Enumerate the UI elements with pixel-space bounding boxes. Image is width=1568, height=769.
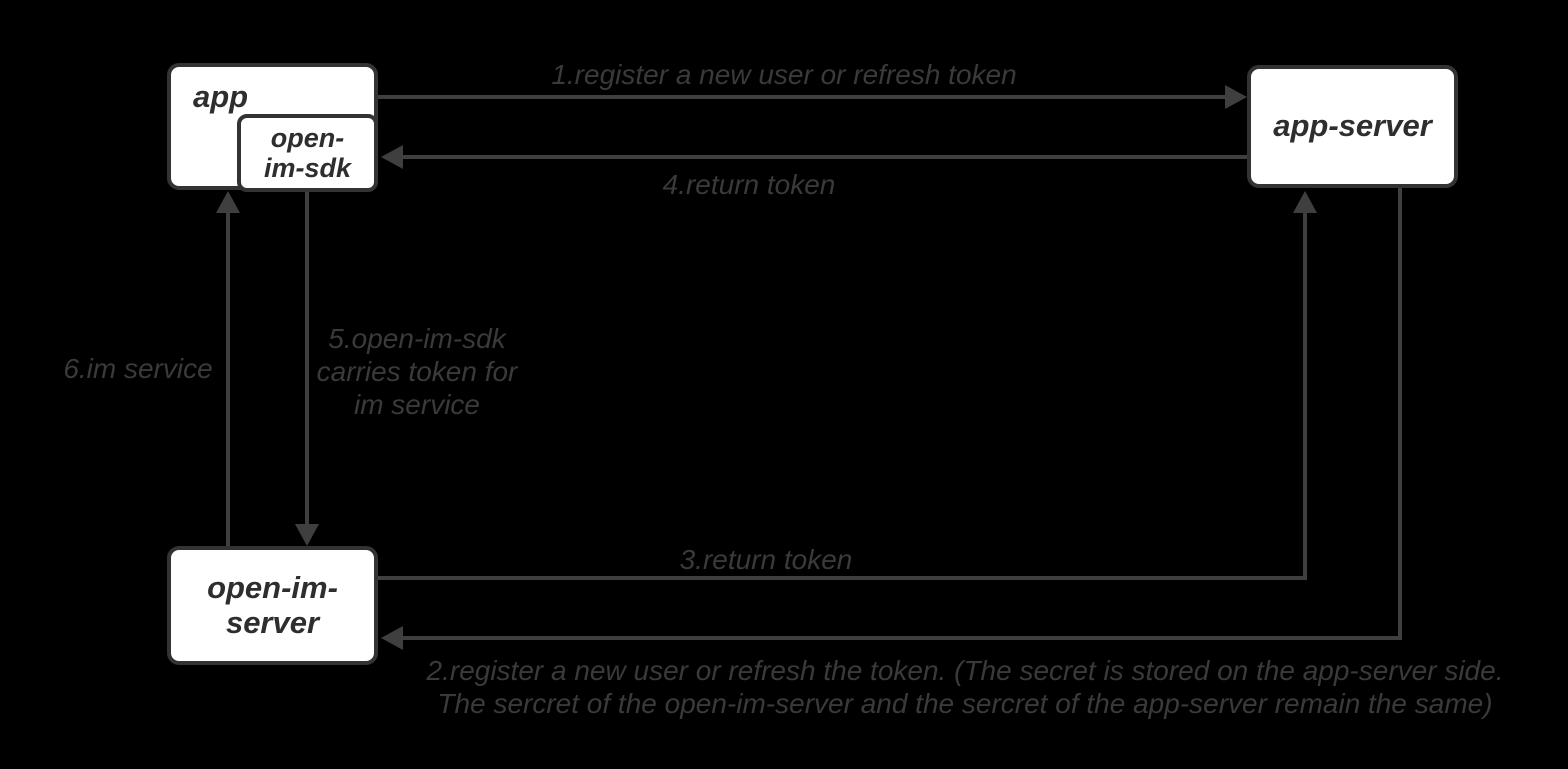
edge-1-label: 1.register a new user or refresh token (551, 59, 1017, 90)
arrow-left-icon (381, 145, 403, 169)
arrow-up-icon (216, 191, 240, 213)
edge-5-label-line2: carries token for (316, 356, 518, 388)
node-app-server-label: app-server (1273, 108, 1432, 144)
node-app-label: app (193, 79, 249, 114)
node-open-im-sdk-label-line2: im-sdk (263, 153, 352, 183)
arrow-up-icon (1293, 191, 1317, 213)
edge-3-label: 3.return token (679, 544, 853, 575)
node-open-im-sdk-label: open- im-sdk (241, 118, 374, 188)
edge-5-label-line3: im service (353, 389, 480, 421)
node-open-im-server-label-line2: server (225, 604, 320, 640)
edge-2-label-line2: The sercret of the open-im-server and th… (437, 688, 1493, 720)
node-open-im-server: open-im- server (167, 546, 378, 665)
edge-6-line (226, 211, 230, 546)
node-open-im-server-label: open-im- server (171, 550, 374, 661)
node-open-im-sdk-label-line1: open- (270, 122, 345, 153)
edge-2-label-line1: 2.register a new user or refresh the tok… (426, 655, 1504, 686)
arrow-right-icon (1225, 85, 1247, 109)
node-open-im-server-label-line1: open-im- (207, 569, 338, 605)
edge-5-line (305, 192, 309, 526)
edge-4-line (400, 155, 1247, 159)
edge-1-line (378, 95, 1229, 99)
edge-3-line-horizontal (378, 576, 1307, 580)
edge-2-line-horizontal (400, 636, 1402, 640)
arrow-left-icon (381, 626, 403, 650)
edge-3-line-vertical (1303, 211, 1307, 580)
edge-2-line-vertical (1398, 188, 1402, 640)
edge-5-label: 5.open-im-sdk carries token for im servi… (267, 322, 567, 421)
edge-5-label-line1: 5.open-im-sdk (328, 323, 506, 354)
node-open-im-sdk: open- im-sdk (237, 114, 378, 192)
edge-4-label: 4.return token (662, 169, 836, 200)
node-app-server: app-server (1247, 65, 1458, 188)
edge-2-label: 2.register a new user or refresh the tok… (415, 654, 1515, 720)
edge-6-label: 6.im service (63, 353, 213, 384)
arrow-down-icon (295, 524, 319, 546)
